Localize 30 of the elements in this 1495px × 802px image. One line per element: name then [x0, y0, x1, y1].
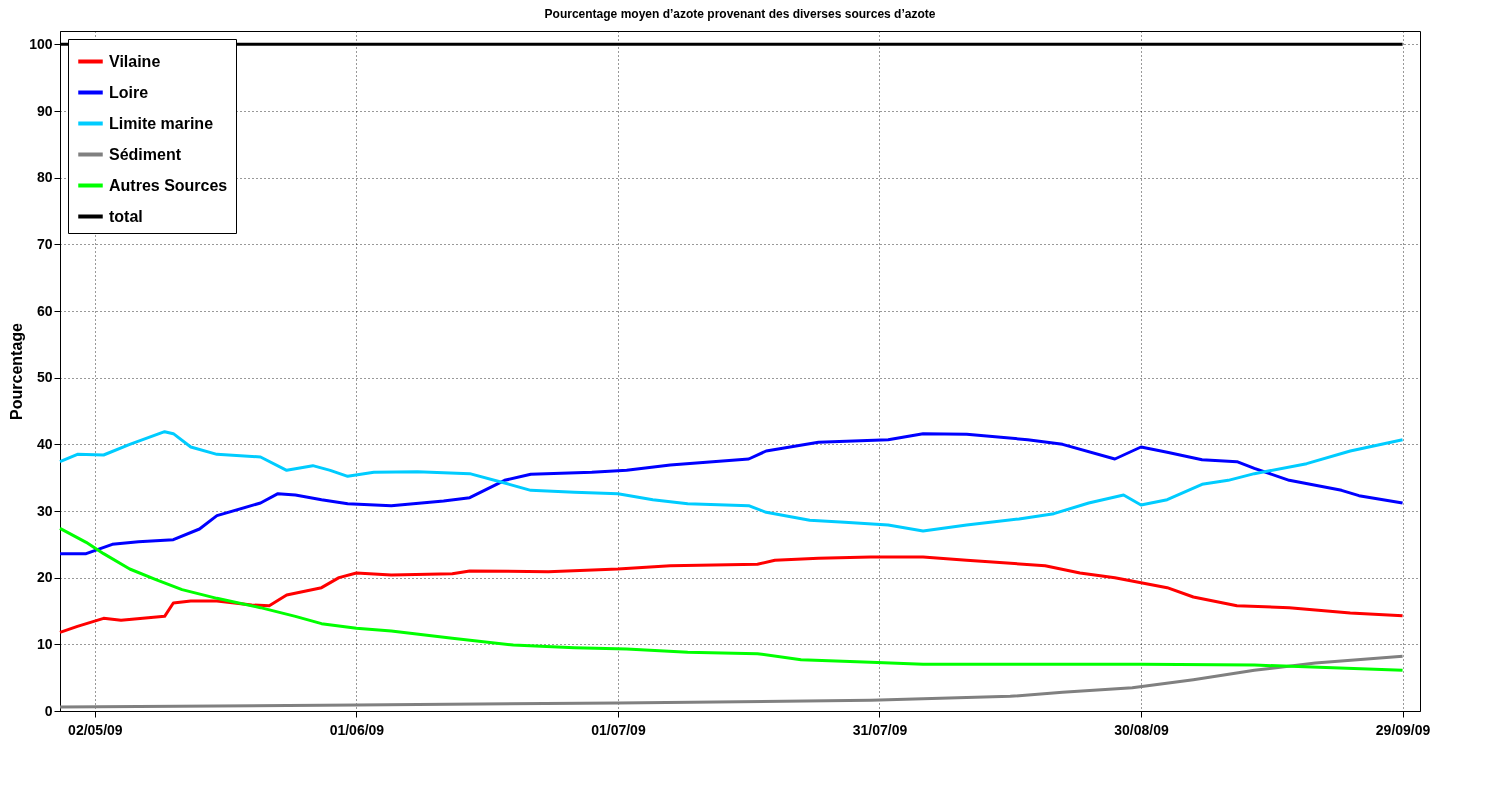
y-tick-label: 0	[44, 702, 53, 719]
y-axis-title: Pourcentage	[8, 322, 26, 420]
y-tick-label: 90	[36, 102, 53, 119]
legend-label: Limite marine	[109, 114, 214, 132]
x-tick-label: 31/07/09	[852, 721, 908, 738]
y-tick-label: 40	[36, 435, 53, 452]
x-tick-label: 01/07/09	[591, 721, 646, 738]
line-series	[58, 432, 1405, 556]
x-tick-label: 02/05/09	[68, 721, 123, 738]
line-series	[58, 555, 1405, 634]
y-tick-label: 80	[36, 169, 53, 186]
x-tick-label: 01/06/09	[329, 721, 385, 738]
line-series	[58, 526, 1405, 672]
y-tick-label: 60	[36, 302, 53, 319]
y-tick-label: 10	[36, 635, 53, 652]
x-tick-label: 29/09/09	[1375, 721, 1431, 738]
legend-label: Vilaine	[109, 52, 161, 70]
y-tick-label: 70	[36, 235, 53, 252]
legend-label: Autres Sources	[109, 176, 228, 194]
legend-label: Loire	[109, 83, 149, 101]
y-tick-label: 30	[36, 502, 53, 519]
x-tick-label: 30/08/09	[1114, 721, 1169, 738]
chart-title: Pourcentage moyen d’azote provenant des diverses sources d’azote	[544, 7, 936, 21]
line-series	[58, 430, 1405, 533]
y-tick-label: 100	[29, 35, 53, 52]
legend-label: Sédiment	[109, 145, 182, 163]
line-series	[58, 654, 1405, 709]
legend-label: total	[109, 207, 143, 225]
y-tick-label: 50	[36, 369, 53, 386]
y-tick-label: 20	[36, 569, 53, 586]
